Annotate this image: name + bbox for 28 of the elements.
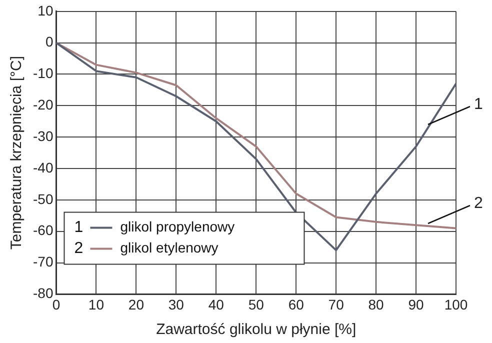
x-tick-label: 90	[408, 296, 424, 312]
x-tick-label: 30	[168, 296, 184, 312]
annotation: 2	[474, 194, 483, 212]
legend-label: glikol etylenowy	[120, 240, 218, 256]
x-tick-label: 100	[444, 296, 468, 312]
y-tick-label: 10	[38, 2, 54, 18]
y-tick-label: -70	[33, 254, 54, 270]
x-tick-label: 40	[208, 296, 224, 312]
x-tick-label: 60	[288, 296, 304, 312]
y-tick-label: -30	[33, 128, 54, 144]
y-tick-label: -20	[33, 96, 54, 113]
annotation: 1	[474, 96, 483, 113]
x-tick-label: 80	[368, 296, 384, 312]
y-axis-title: Temperatura krzepnięcia [°C]	[8, 56, 26, 250]
y-tick-label: 0	[45, 34, 54, 50]
y-tick-label: -10	[33, 65, 54, 82]
legend-label: glikol propylenowy	[120, 218, 235, 235]
y-tick-label: -60	[33, 222, 54, 238]
y-tick-label: -50	[33, 190, 54, 207]
x-axis-title: Zawartość glikolu w płynie [%]	[156, 321, 356, 338]
x-tick-label: 50	[248, 296, 264, 312]
y-tick-label: -40	[33, 159, 54, 176]
x-tick-label: 20	[128, 296, 144, 312]
x-tick-label: 70	[328, 296, 344, 312]
x-tick-label: 10	[88, 296, 104, 312]
text: 1	[74, 219, 84, 236]
text: 2	[74, 240, 84, 258]
y-tick-label: -80	[33, 285, 54, 302]
